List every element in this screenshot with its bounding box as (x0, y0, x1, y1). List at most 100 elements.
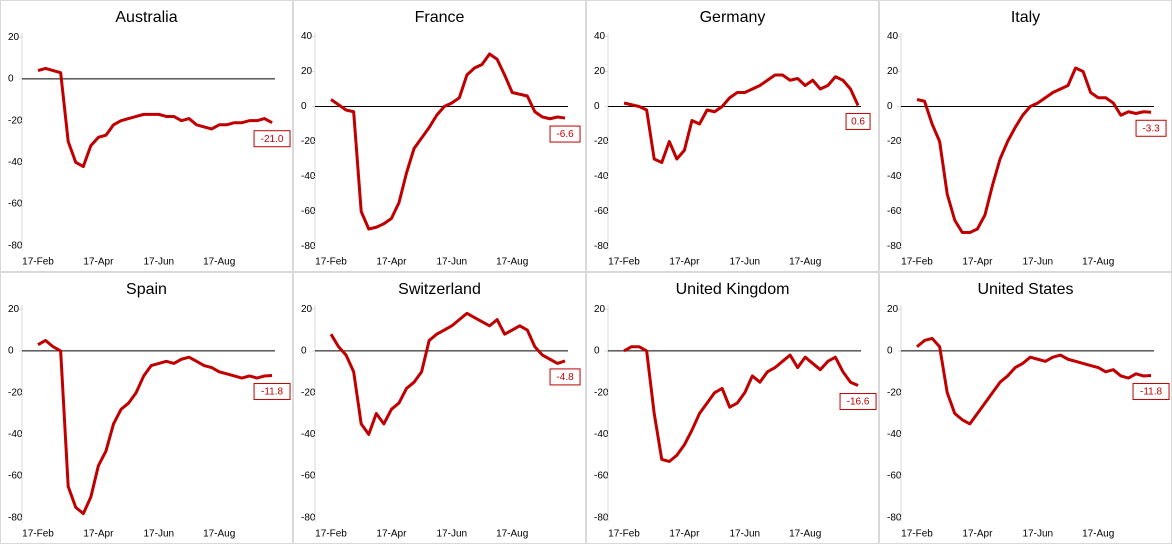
x-tick-label: 17-Feb (22, 529, 54, 540)
x-tick-label: 17-Feb (608, 257, 640, 268)
x-tick-label: 17-Apr (376, 257, 407, 268)
value-label: -11.8 (261, 387, 283, 398)
y-tick-label: -80 (301, 512, 316, 523)
x-tick-label: 17-Jun (144, 257, 175, 268)
panel-title: Spain (126, 281, 167, 298)
y-tick-label: -40 (301, 429, 316, 440)
y-tick-label: -20 (594, 387, 609, 398)
value-label-box (253, 383, 291, 401)
y-tick-label: -20 (301, 136, 316, 147)
panel-title: United Kingdom (676, 281, 790, 298)
panel-border (0, 0, 293, 272)
value-label: -11.8 (1140, 387, 1162, 398)
x-tick-label: 17-Apr (83, 257, 114, 268)
x-tick-label: 17-Feb (608, 529, 640, 540)
panel-border (879, 272, 1172, 544)
y-tick-label: 0 (887, 101, 893, 112)
y-tick-label: -80 (8, 240, 23, 251)
y-tick-label: -60 (301, 206, 316, 217)
x-tick-label: 17-Apr (669, 529, 700, 540)
data-line (330, 52, 566, 231)
y-tick-label: -60 (301, 471, 316, 482)
value-label: -21.0 (261, 134, 284, 145)
value-label: -3.3 (1142, 123, 1160, 134)
x-tick-label: 17-Aug (496, 257, 528, 268)
x-tick-label: 17-Jun (437, 257, 468, 268)
x-tick-label: 17-Jun (1023, 257, 1054, 268)
y-tick-label: -40 (887, 171, 902, 182)
y-tick-label: -20 (887, 387, 902, 398)
y-tick-label: 40 (887, 31, 899, 42)
value-label-box (549, 368, 581, 386)
y-tick-label: -60 (594, 206, 609, 217)
panel-title: United States (977, 281, 1073, 298)
y-tick-label: 20 (887, 66, 899, 77)
x-tick-label: 17-Apr (376, 529, 407, 540)
x-tick-label: 17-Aug (1082, 257, 1114, 268)
y-tick-label: 20 (8, 32, 20, 43)
y-tick-label: 20 (301, 66, 313, 77)
x-tick-label: 17-Feb (901, 257, 933, 268)
panel-title: Germany (700, 9, 766, 26)
y-tick-label: -40 (8, 157, 23, 168)
x-tick-label: 17-Jun (730, 529, 761, 540)
y-tick-label: -80 (887, 512, 902, 523)
y-tick-label: 40 (594, 31, 606, 42)
y-tick-label: -60 (8, 471, 23, 482)
x-tick-label: 17-Jun (730, 257, 761, 268)
y-tick-label: 20 (594, 304, 606, 315)
x-tick-label: 17-Apr (669, 257, 700, 268)
x-tick-label: 17-Apr (962, 529, 993, 540)
y-tick-label: 20 (887, 304, 899, 315)
value-label-box (1135, 119, 1167, 137)
x-tick-label: 17-Apr (962, 257, 993, 268)
data-line (37, 338, 273, 516)
x-tick-label: 17-Jun (437, 529, 468, 540)
x-tick-label: 17-Apr (83, 529, 114, 540)
x-tick-label: 17-Aug (496, 529, 528, 540)
y-tick-label: 20 (8, 304, 20, 315)
y-tick-label: 0 (887, 346, 893, 357)
value-label-box (1132, 383, 1170, 401)
y-tick-label: 20 (594, 66, 606, 77)
data-line (623, 73, 860, 164)
value-label-box (549, 125, 581, 143)
x-tick-label: 17-Jun (144, 529, 175, 540)
data-line (916, 66, 1152, 234)
x-tick-label: 17-Aug (789, 257, 821, 268)
y-tick-label: 0 (301, 101, 307, 112)
y-tick-label: -60 (887, 471, 902, 482)
y-tick-label: -40 (301, 171, 316, 182)
value-label: -6.6 (556, 129, 574, 140)
y-tick-label: -80 (594, 512, 609, 523)
panel-title: France (415, 9, 465, 26)
y-tick-label: 40 (301, 31, 313, 42)
x-tick-label: 17-Feb (315, 257, 347, 268)
data-line (37, 66, 273, 169)
data-line (623, 345, 859, 463)
y-tick-label: 0 (8, 74, 14, 85)
y-tick-label: 0 (301, 346, 307, 357)
value-label: -16.6 (847, 397, 870, 408)
value-label-box (845, 112, 871, 130)
x-tick-label: 17-Feb (22, 257, 54, 268)
y-tick-label: -80 (301, 241, 316, 252)
y-tick-label: -20 (301, 387, 316, 398)
y-tick-label: -60 (8, 199, 23, 210)
value-label-box (839, 393, 877, 411)
y-tick-label: -60 (594, 471, 609, 482)
value-label: 0.6 (851, 117, 865, 128)
y-tick-label: -40 (594, 429, 609, 440)
data-line (329, 311, 566, 436)
y-tick-label: -40 (887, 429, 902, 440)
y-tick-label: 0 (594, 101, 600, 112)
panel-border (879, 0, 1172, 272)
value-label-box (253, 130, 291, 148)
panel-border (293, 0, 586, 272)
y-tick-label: -20 (594, 136, 609, 147)
y-tick-label: -80 (887, 241, 902, 252)
x-tick-label: 17-Aug (203, 529, 235, 540)
y-tick-label: -20 (8, 115, 23, 126)
